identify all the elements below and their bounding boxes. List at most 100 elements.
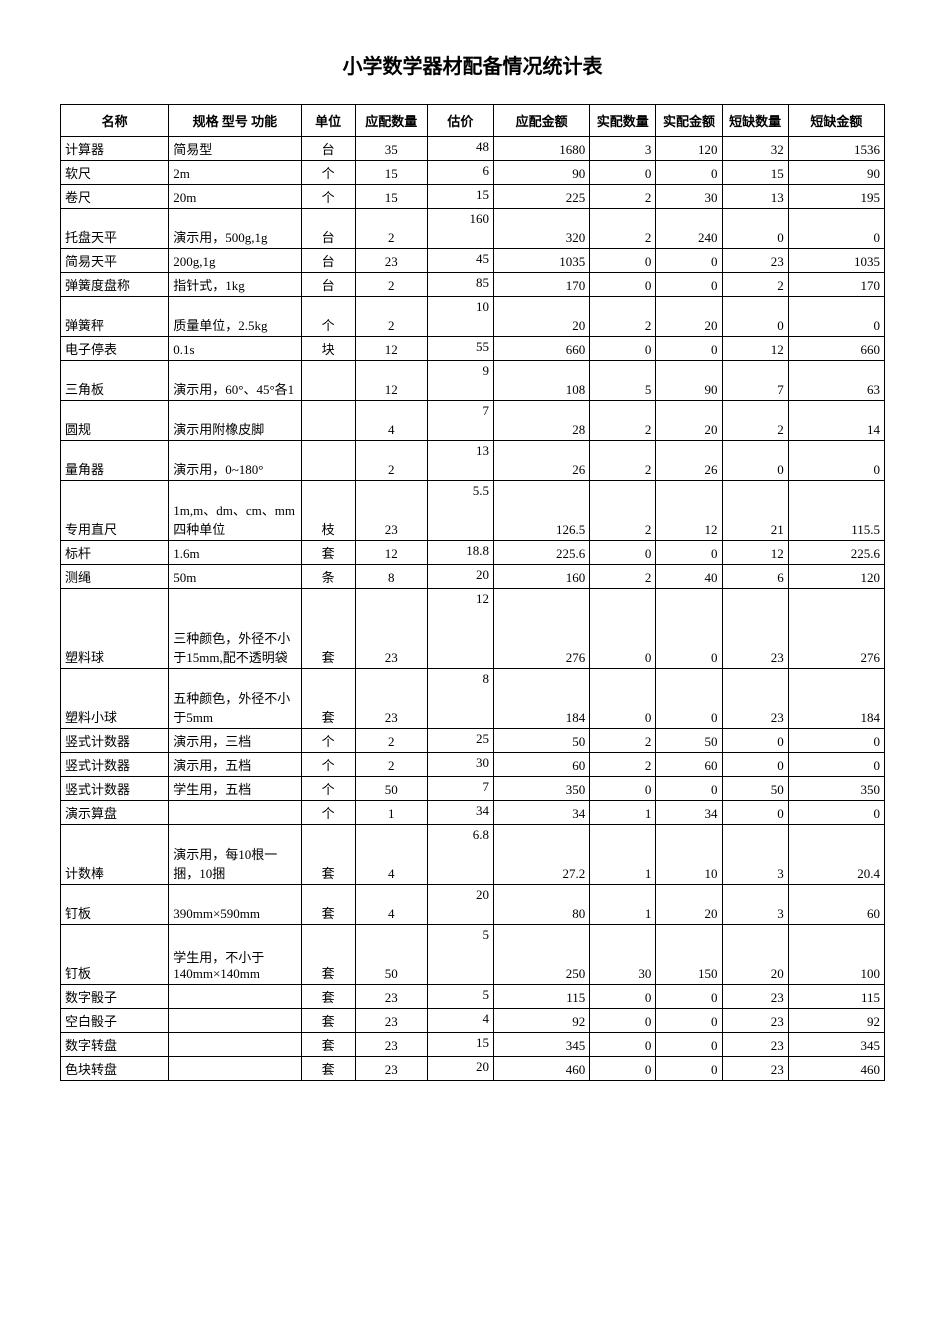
cell-price: 30 <box>427 753 493 777</box>
cell-spec: 学生用，五档 <box>169 777 301 801</box>
cell-name: 专用直尺 <box>61 481 169 541</box>
cell-short-qty: 2 <box>722 401 788 441</box>
cell-amount: 350 <box>494 777 590 801</box>
cell-actual-qty: 5 <box>590 361 656 401</box>
cell-qty: 2 <box>355 209 427 249</box>
cell-name: 竖式计数器 <box>61 753 169 777</box>
cell-spec: 学生用，不小于140mm×140mm <box>169 925 301 985</box>
cell-qty: 23 <box>355 669 427 729</box>
cell-unit: 个 <box>301 297 355 337</box>
cell-actual-amt: 10 <box>656 825 722 885</box>
equipment-table: 名称 规格 型号 功能 单位 应配数量 估价 应配金额 实配数量 实配金额 短缺… <box>60 104 885 1081</box>
cell-unit: 台 <box>301 209 355 249</box>
cell-actual-amt: 20 <box>656 885 722 925</box>
cell-actual-qty: 2 <box>590 729 656 753</box>
cell-actual-qty: 0 <box>590 1057 656 1081</box>
cell-spec <box>169 801 301 825</box>
table-row: 塑料球三种颜色，外径不小于15mm,配不透明袋套23122760023276 <box>61 589 885 669</box>
cell-short-qty: 7 <box>722 361 788 401</box>
cell-spec <box>169 985 301 1009</box>
cell-amount: 170 <box>494 273 590 297</box>
cell-price: 12 <box>427 589 493 669</box>
cell-short-qty: 23 <box>722 669 788 729</box>
cell-short-qty: 0 <box>722 801 788 825</box>
table-row: 软尺2m个15690001590 <box>61 161 885 185</box>
cell-unit: 条 <box>301 565 355 589</box>
cell-amount: 27.2 <box>494 825 590 885</box>
cell-amount: 1680 <box>494 137 590 161</box>
cell-name: 演示算盘 <box>61 801 169 825</box>
cell-short-qty: 15 <box>722 161 788 185</box>
cell-short-amt: 1035 <box>788 249 884 273</box>
cell-short-amt: 92 <box>788 1009 884 1033</box>
cell-name: 塑料小球 <box>61 669 169 729</box>
cell-qty: 2 <box>355 273 427 297</box>
cell-amount: 26 <box>494 441 590 481</box>
cell-short-amt: 0 <box>788 729 884 753</box>
cell-actual-amt: 20 <box>656 401 722 441</box>
cell-spec: 指针式，1kg <box>169 273 301 297</box>
cell-actual-qty: 2 <box>590 753 656 777</box>
cell-unit: 套 <box>301 885 355 925</box>
cell-unit: 套 <box>301 669 355 729</box>
cell-price: 20 <box>427 885 493 925</box>
cell-qty: 12 <box>355 337 427 361</box>
cell-spec: 1.6m <box>169 541 301 565</box>
cell-actual-qty: 0 <box>590 669 656 729</box>
cell-price: 5 <box>427 985 493 1009</box>
cell-price: 10 <box>427 297 493 337</box>
table-row: 竖式计数器学生用，五档个5073500050350 <box>61 777 885 801</box>
cell-amount: 28 <box>494 401 590 441</box>
cell-price: 160 <box>427 209 493 249</box>
cell-qty: 23 <box>355 249 427 273</box>
cell-actual-amt: 0 <box>656 777 722 801</box>
table-header-row: 名称 规格 型号 功能 单位 应配数量 估价 应配金额 实配数量 实配金额 短缺… <box>61 105 885 137</box>
cell-spec: 2m <box>169 161 301 185</box>
table-row: 钉板390mm×590mm套42080120360 <box>61 885 885 925</box>
cell-short-qty: 20 <box>722 925 788 985</box>
cell-actual-amt: 0 <box>656 1057 722 1081</box>
cell-actual-qty: 0 <box>590 589 656 669</box>
cell-name: 塑料球 <box>61 589 169 669</box>
cell-qty: 15 <box>355 185 427 209</box>
cell-amount: 50 <box>494 729 590 753</box>
cell-actual-amt: 0 <box>656 985 722 1009</box>
cell-actual-qty: 3 <box>590 137 656 161</box>
cell-name: 空白骰子 <box>61 1009 169 1033</box>
cell-amount: 20 <box>494 297 590 337</box>
cell-amount: 276 <box>494 589 590 669</box>
cell-actual-qty: 1 <box>590 801 656 825</box>
cell-actual-amt: 40 <box>656 565 722 589</box>
cell-unit: 个 <box>301 729 355 753</box>
cell-unit: 块 <box>301 337 355 361</box>
cell-unit <box>301 441 355 481</box>
cell-name: 钉板 <box>61 885 169 925</box>
cell-short-amt: 20.4 <box>788 825 884 885</box>
page-title: 小学数学器材配备情况统计表 <box>60 50 885 79</box>
cell-actual-amt: 120 <box>656 137 722 161</box>
cell-amount: 225.6 <box>494 541 590 565</box>
cell-short-amt: 115.5 <box>788 481 884 541</box>
cell-price: 7 <box>427 777 493 801</box>
cell-unit: 套 <box>301 541 355 565</box>
cell-unit: 枝 <box>301 481 355 541</box>
cell-unit: 套 <box>301 1033 355 1057</box>
cell-spec: 演示用，五档 <box>169 753 301 777</box>
cell-amount: 80 <box>494 885 590 925</box>
col-header-unit: 单位 <box>301 105 355 137</box>
cell-name: 数字骰子 <box>61 985 169 1009</box>
col-header-short-qty: 短缺数量 <box>722 105 788 137</box>
cell-actual-amt: 0 <box>656 541 722 565</box>
cell-short-amt: 0 <box>788 801 884 825</box>
cell-actual-amt: 26 <box>656 441 722 481</box>
cell-qty: 23 <box>355 589 427 669</box>
cell-actual-qty: 2 <box>590 401 656 441</box>
cell-qty: 4 <box>355 401 427 441</box>
cell-short-amt: 0 <box>788 753 884 777</box>
cell-actual-amt: 0 <box>656 669 722 729</box>
cell-unit: 套 <box>301 825 355 885</box>
cell-short-amt: 276 <box>788 589 884 669</box>
cell-qty: 4 <box>355 885 427 925</box>
cell-spec: 1m,m、dm、cm、mm四种单位 <box>169 481 301 541</box>
cell-name: 竖式计数器 <box>61 729 169 753</box>
